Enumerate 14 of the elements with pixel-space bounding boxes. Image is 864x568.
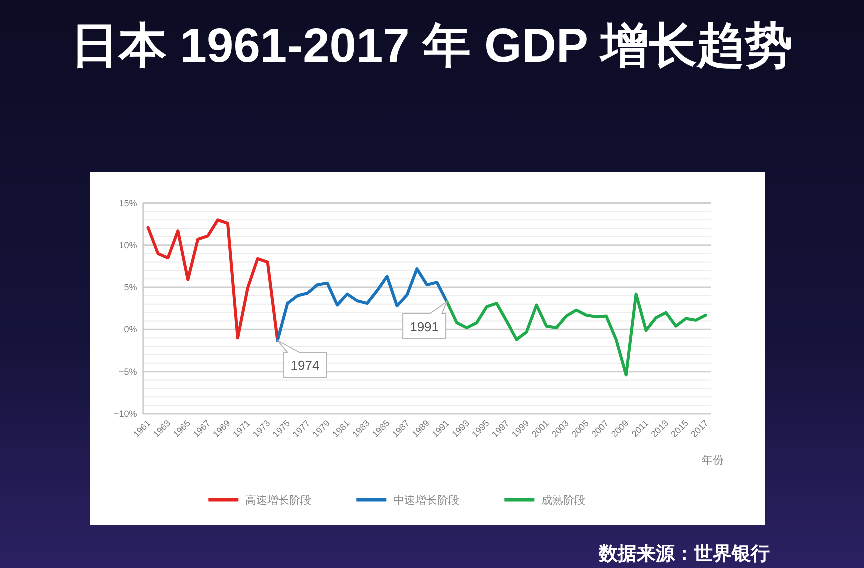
ytick: 10% (119, 240, 138, 250)
legend-label: 中速增长阶段 (394, 495, 460, 507)
ytick: 0% (124, 324, 138, 335)
title: 日本 1961-2017 年 GDP 增长趋势 (70, 20, 794, 73)
legend-label: 高速增长阶段 (246, 495, 312, 507)
note: 数据来源：世界银行 (599, 544, 770, 565)
ytick: 5% (124, 282, 138, 293)
annotation: 1974 (290, 358, 320, 374)
annotation: 1991 (410, 319, 440, 334)
xlabel: 年份 (702, 455, 724, 467)
ytick: −10% (114, 409, 138, 419)
legend-label: 成熟阶段 (542, 495, 586, 507)
ytick: −5% (119, 366, 138, 377)
ytick: 15% (119, 198, 138, 208)
